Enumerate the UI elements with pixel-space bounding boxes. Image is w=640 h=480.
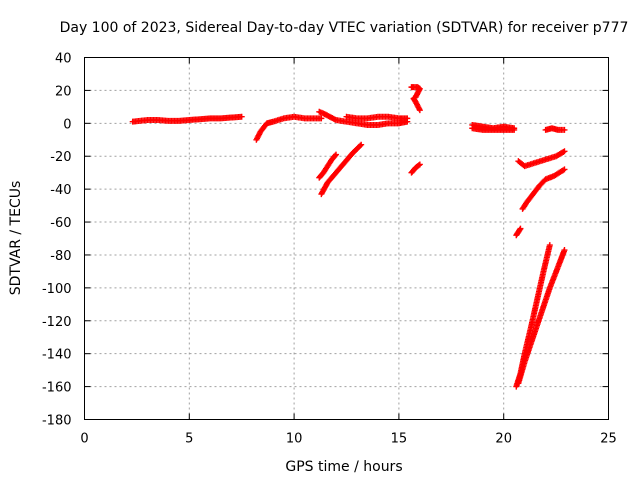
y-tick-label: -140 <box>42 348 72 363</box>
series-arc-11 <box>513 225 524 239</box>
series-arc-1 <box>129 113 245 125</box>
y-tick-label: -100 <box>42 282 72 297</box>
x-tick-label: 10 <box>286 432 303 447</box>
y-tick-label: -80 <box>50 249 71 264</box>
x-tick-label: 25 <box>600 432 617 447</box>
y-axis-label: SDTVAR / TECUs <box>8 181 24 296</box>
y-tick-label: -20 <box>50 150 71 165</box>
series-arc-14 <box>519 166 568 212</box>
series-arc-8 <box>408 161 423 176</box>
series-arc-7 <box>408 84 423 114</box>
series-arc-15 <box>515 148 568 170</box>
data-point <box>561 166 568 173</box>
data-point <box>415 162 422 169</box>
data-point <box>517 225 524 232</box>
data-point <box>561 148 568 155</box>
data-point <box>357 142 364 149</box>
data-point <box>561 126 568 133</box>
data-point <box>416 107 423 114</box>
data-point <box>546 242 553 249</box>
data-point <box>318 115 325 122</box>
y-tick-label: 40 <box>55 52 72 67</box>
y-tick-label: -40 <box>50 183 71 198</box>
grid <box>84 57 609 420</box>
data-point <box>560 148 567 155</box>
series-arc-13 <box>515 247 568 387</box>
y-tick-label: -180 <box>42 414 72 429</box>
series-arc-6 <box>318 141 365 198</box>
x-tick-label: 0 <box>80 432 88 447</box>
data-point <box>404 115 411 122</box>
series-arc-12 <box>513 242 553 390</box>
data-point <box>238 113 245 120</box>
data-point <box>511 125 518 132</box>
data-point <box>333 151 340 158</box>
series-arc-10 <box>469 121 518 132</box>
y-tick-label: 20 <box>55 84 72 99</box>
series-arc-2 <box>253 113 325 143</box>
x-axis-label: GPS time / hours <box>285 459 402 475</box>
y-tick-label: -160 <box>42 381 72 396</box>
data-points <box>129 84 568 390</box>
data-point <box>561 247 568 254</box>
y-tick-label: -60 <box>50 216 71 231</box>
data-point <box>358 141 365 148</box>
x-tick-label: 15 <box>391 432 408 447</box>
data-point <box>332 152 339 159</box>
y-tick-label: -120 <box>42 315 72 330</box>
x-tick-label: 5 <box>185 432 193 447</box>
axis-ticks: -180 -160 -140 -120 -100 -80 -60 -40 -20 0 20 40 0 5 1… <box>42 52 617 447</box>
x-tick-label: 20 <box>495 432 512 447</box>
y-tick-label: 0 <box>63 117 71 132</box>
plot-frame <box>84 57 609 420</box>
series-arc-5 <box>316 151 340 181</box>
data-point <box>416 161 423 168</box>
series-arc-4 <box>343 113 411 122</box>
series-arc-16 <box>542 125 568 133</box>
chart-title: Day 100 of 2023, Sidereal Day-to-day VTE… <box>60 20 629 36</box>
